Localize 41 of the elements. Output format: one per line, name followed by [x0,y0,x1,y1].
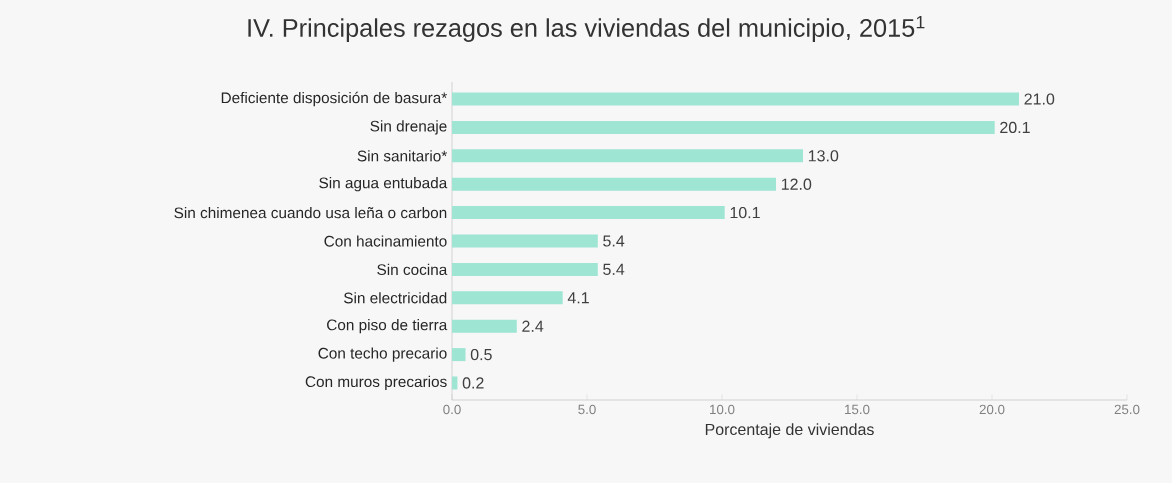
data-label: 2.4 [522,320,544,332]
bar [452,92,1019,106]
x-tick-label: 25.0 [1114,404,1140,415]
y-tick-label: Sin agua entubada [319,177,448,192]
data-label: 12.0 [781,178,812,190]
y-tick-label: Sin electricidad [344,292,447,304]
data-label: 0.2 [462,377,484,389]
x-tick-label: 20.0 [979,404,1005,415]
bar [452,291,563,305]
bar [452,376,458,390]
y-tick-label: Con piso de tierra [327,319,448,334]
data-label: 13.0 [808,150,839,162]
bar [452,234,598,248]
bar [452,120,995,134]
y-tick-label: Con hacinamiento [324,235,447,247]
bar [452,348,466,362]
data-label: 21.0 [1024,93,1055,105]
chart-title: IV. Principales rezagos en las viviendas del municipio, 2015$^{1}$ [248,16,925,42]
y-tick-label: Sin sanitario* [357,150,448,162]
bar [452,149,803,163]
data-label: 10.1 [730,206,760,219]
y-tick-label: Sin cocina [377,263,448,276]
x-axis-title: Porcentaje de viviendas [705,423,874,439]
data-label: 5.4 [603,263,625,275]
x-tick-label: 0.0 [443,404,461,415]
y-tick-label: Con muros precarios [305,375,447,391]
data-label: 0.5 [470,348,492,361]
y-tick-label: Con techo precario [318,347,447,362]
bar [452,206,725,220]
data-label: 20.1 [1000,121,1030,134]
y-tick-label: Sin drenaje [370,120,447,135]
x-tick-label: 5.0 [578,404,596,415]
x-tick-label: 15.0 [845,404,870,415]
data-label: 4.1 [567,292,589,304]
bar [452,262,598,276]
data-label: 5.4 [603,235,625,247]
y-tick-label: Sin chimenea cuando usa leña o carbon [174,206,447,219]
y-tick-label: Deficiente disposición de basura* [221,91,447,107]
bar [452,177,776,191]
x-tick-label: 10.0 [710,404,735,415]
bar [452,319,517,333]
